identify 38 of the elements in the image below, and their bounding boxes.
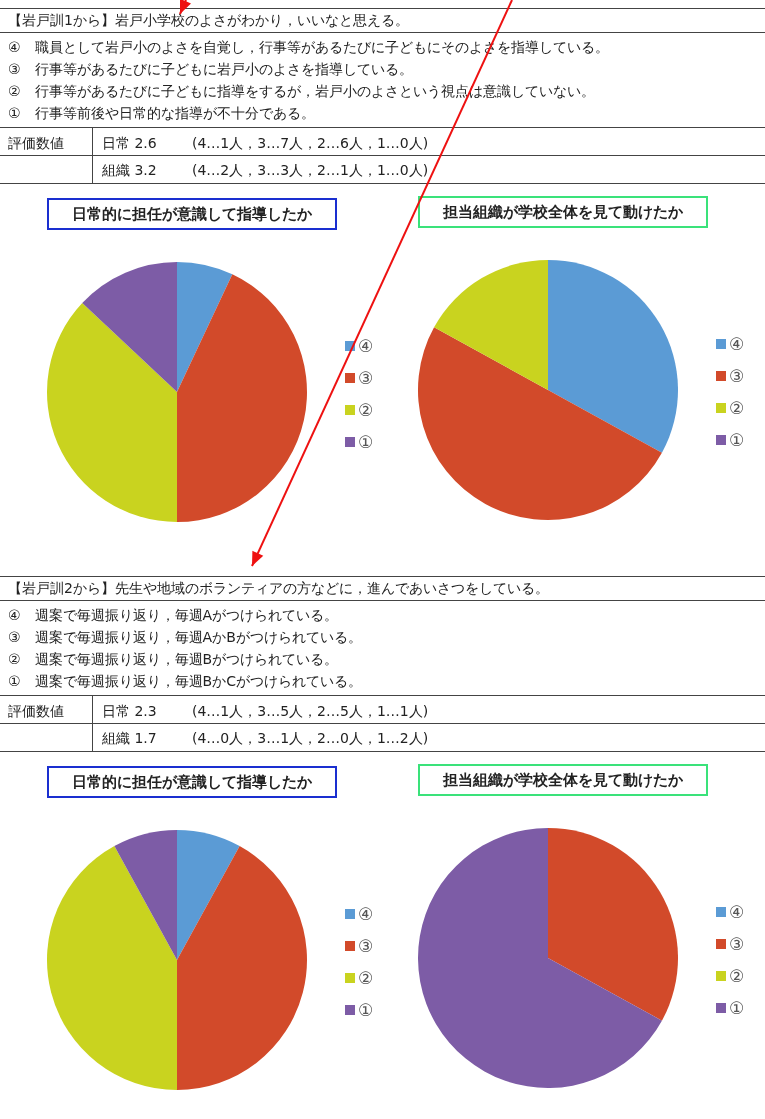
legend-label: ④ [729, 901, 745, 923]
text: 評価数値 [8, 702, 64, 721]
chart-title: 担当組織が学校全体を見て動けたか [418, 764, 708, 796]
text: (4…2人，3…3人，2…1人，1…0人) [192, 161, 429, 180]
text: 【岩戸訓1から】岩戸小学校のよさがわかり，いいなと思える。 [8, 11, 409, 30]
legend-label: ① [729, 429, 745, 451]
legend-label: ② [729, 397, 745, 419]
text: 組織 3.2 [102, 161, 157, 180]
text: 組織 1.7 [102, 729, 157, 748]
legend-label: ③ [358, 935, 374, 957]
text: 【岩戸訓2から】先生や地域のボランティアの方などに，進んであいさつをしている。 [8, 579, 549, 598]
text: ③ 行事等があるたびに子どもに岩戸小のよさを指導している。 [8, 60, 413, 79]
legend-label: ③ [358, 367, 374, 389]
legend-label: ④ [358, 335, 374, 357]
chart-title: 日常的に担任が意識して指導したか [47, 766, 337, 798]
text: (4…1人，3…5人，2…5人，1…1人) [192, 702, 429, 721]
legend-label: ① [358, 999, 374, 1021]
text: ① 行事等前後や日常的な指導が不十分である。 [8, 104, 315, 123]
legend-label: ④ [358, 903, 374, 925]
legend-label: ④ [729, 333, 745, 355]
legend-label: ② [358, 399, 374, 421]
text: ③ 週案で毎週振り返り，毎週AかBがつけられている。 [8, 628, 362, 647]
text: ② 週案で毎週振り返り，毎週Bがつけられている。 [8, 650, 339, 669]
text: ④ 週案で毎週振り返り，毎週Aがつけられている。 [8, 606, 339, 625]
legend-label: ③ [729, 933, 745, 955]
legend-label: ② [729, 965, 745, 987]
legend-label: ① [358, 431, 374, 453]
text: (4…1人，3…7人，2…6人，1…0人) [192, 134, 429, 153]
text: ① 週案で毎週振り返り，毎週BかCがつけられている。 [8, 672, 362, 691]
text: (4…0人，3…1人，2…0人，1…2人) [192, 729, 429, 748]
chart-title: 日常的に担任が意識して指導したか [47, 198, 337, 230]
legend-label: ③ [729, 365, 745, 387]
chart-title: 担当組織が学校全体を見て動けたか [418, 196, 708, 228]
legend-label: ① [729, 997, 745, 1019]
text: 日常 2.6 [102, 134, 157, 153]
text: 日常 2.3 [102, 702, 157, 721]
text: 評価数値 [8, 134, 64, 153]
legend-label: ② [358, 967, 374, 989]
